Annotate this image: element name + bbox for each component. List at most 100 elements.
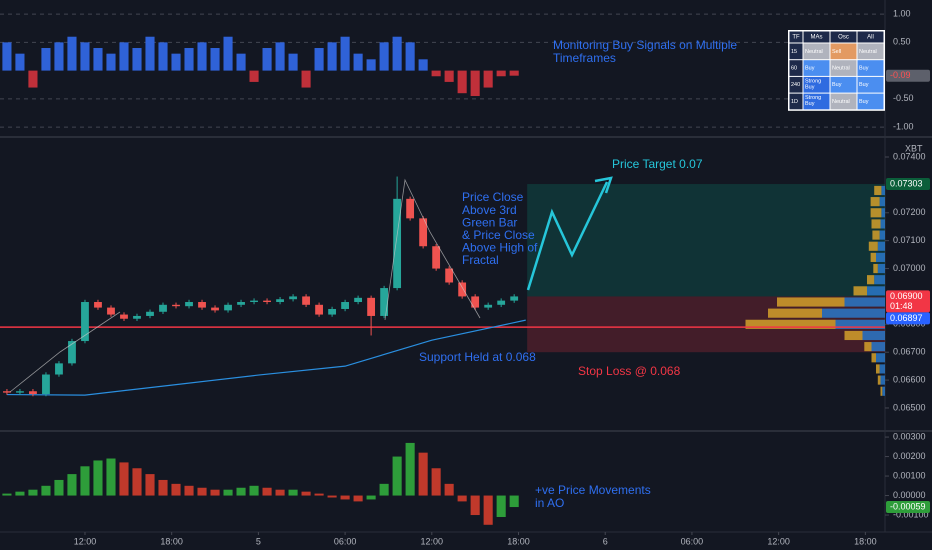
bar — [236, 53, 246, 71]
y-tick-label: 0.00200 — [893, 451, 926, 461]
table-cell-text: 1D — [791, 99, 798, 105]
table-cell-text: Strong Buy — [805, 79, 823, 91]
bar — [249, 70, 259, 82]
bar — [275, 489, 285, 496]
volume-down — [868, 241, 878, 251]
table-cell-text: Buy — [859, 99, 869, 105]
volume-down — [871, 353, 876, 363]
price-label: 0.07303 — [890, 178, 923, 188]
annotation: Timeframes — [553, 51, 616, 65]
bar — [366, 495, 376, 500]
y-tick-label: 0.50 — [893, 37, 911, 47]
bar — [132, 468, 142, 496]
price-label-box — [886, 312, 930, 325]
volume-down — [853, 286, 867, 296]
bar — [405, 42, 415, 71]
candle-body — [198, 302, 206, 308]
volume-up — [879, 230, 885, 240]
bar — [275, 42, 285, 71]
bar — [15, 491, 25, 496]
bar — [171, 53, 181, 71]
bar — [327, 495, 337, 498]
volume-down — [873, 263, 878, 274]
bar — [509, 70, 519, 76]
volume-down — [876, 364, 880, 374]
x-tick-label: 12:00 — [74, 536, 97, 546]
volume-up — [867, 286, 885, 296]
table-cell — [803, 93, 830, 110]
table-cell — [830, 93, 857, 110]
bar — [197, 487, 207, 496]
volume-down — [874, 185, 882, 196]
candle-body — [458, 282, 467, 297]
candle-body — [263, 300, 271, 303]
y-tick-label: 0.06600 — [893, 374, 926, 384]
bar — [340, 36, 350, 71]
table-cell-text: 15 — [791, 49, 797, 55]
y-tick-label: 0.07000 — [893, 263, 926, 273]
volume-up — [882, 386, 885, 396]
target-arrow — [526, 181, 609, 291]
volume-down — [870, 252, 876, 262]
x-tick-label: 5 — [256, 536, 261, 546]
volume-down — [844, 330, 863, 341]
price-label-box — [886, 290, 930, 313]
candle-body — [172, 304, 180, 307]
annotation: Support Held at 0.068 — [419, 350, 536, 364]
volume-up — [880, 375, 885, 385]
table-cell — [803, 43, 830, 60]
bar — [457, 70, 467, 94]
x-tick-label: 06:00 — [334, 536, 357, 546]
table-cell — [803, 76, 830, 93]
bar — [301, 70, 311, 88]
table-cell-text: Buy — [805, 66, 815, 72]
table-header-cell — [789, 31, 803, 43]
y-tick-label: 0.00000 — [893, 490, 926, 500]
candle-body — [315, 304, 323, 315]
candle-body — [419, 218, 428, 247]
bar — [444, 70, 454, 82]
last-value-box — [886, 501, 930, 514]
table-cell — [830, 60, 857, 76]
volume-down — [864, 342, 872, 352]
bar — [93, 460, 103, 496]
annotation: Price Close — [462, 190, 524, 204]
volume-up — [876, 252, 885, 262]
plot-layer: 1.00 0.50 -0.50 -1.00 -0.09 Monitoring Buy Si… — [0, 8, 930, 546]
volume-up — [881, 185, 885, 196]
bar — [197, 42, 207, 71]
candle-body — [224, 304, 232, 311]
candle-body — [406, 198, 415, 219]
candle-body — [68, 341, 76, 364]
bar — [67, 474, 77, 496]
x-tick-label: 6 — [603, 536, 608, 546]
candle-body — [432, 246, 441, 269]
trend-line — [9, 311, 121, 393]
last-value-box — [886, 69, 930, 82]
bar — [470, 70, 480, 97]
bar — [418, 452, 428, 496]
bar — [106, 458, 116, 496]
table-cell-text: Buy — [859, 82, 869, 88]
candle-body — [133, 315, 141, 319]
volume-up — [871, 342, 885, 352]
bar — [41, 485, 51, 496]
table-header: All — [867, 35, 874, 41]
bar — [2, 42, 12, 71]
candle-body — [250, 300, 258, 303]
candle-body — [367, 297, 376, 316]
y-tick-label: 0.00100 — [893, 470, 926, 480]
annotation: & Price Close — [462, 228, 535, 242]
bar — [340, 495, 350, 500]
table-cell — [789, 43, 803, 60]
bar — [158, 479, 168, 496]
candle-body — [211, 307, 219, 311]
bar — [15, 53, 25, 71]
annotation: Above High of — [462, 241, 538, 255]
volume-up — [835, 319, 885, 329]
candle-body — [3, 391, 11, 393]
fractal-line — [384, 178, 481, 321]
bar — [184, 485, 194, 496]
